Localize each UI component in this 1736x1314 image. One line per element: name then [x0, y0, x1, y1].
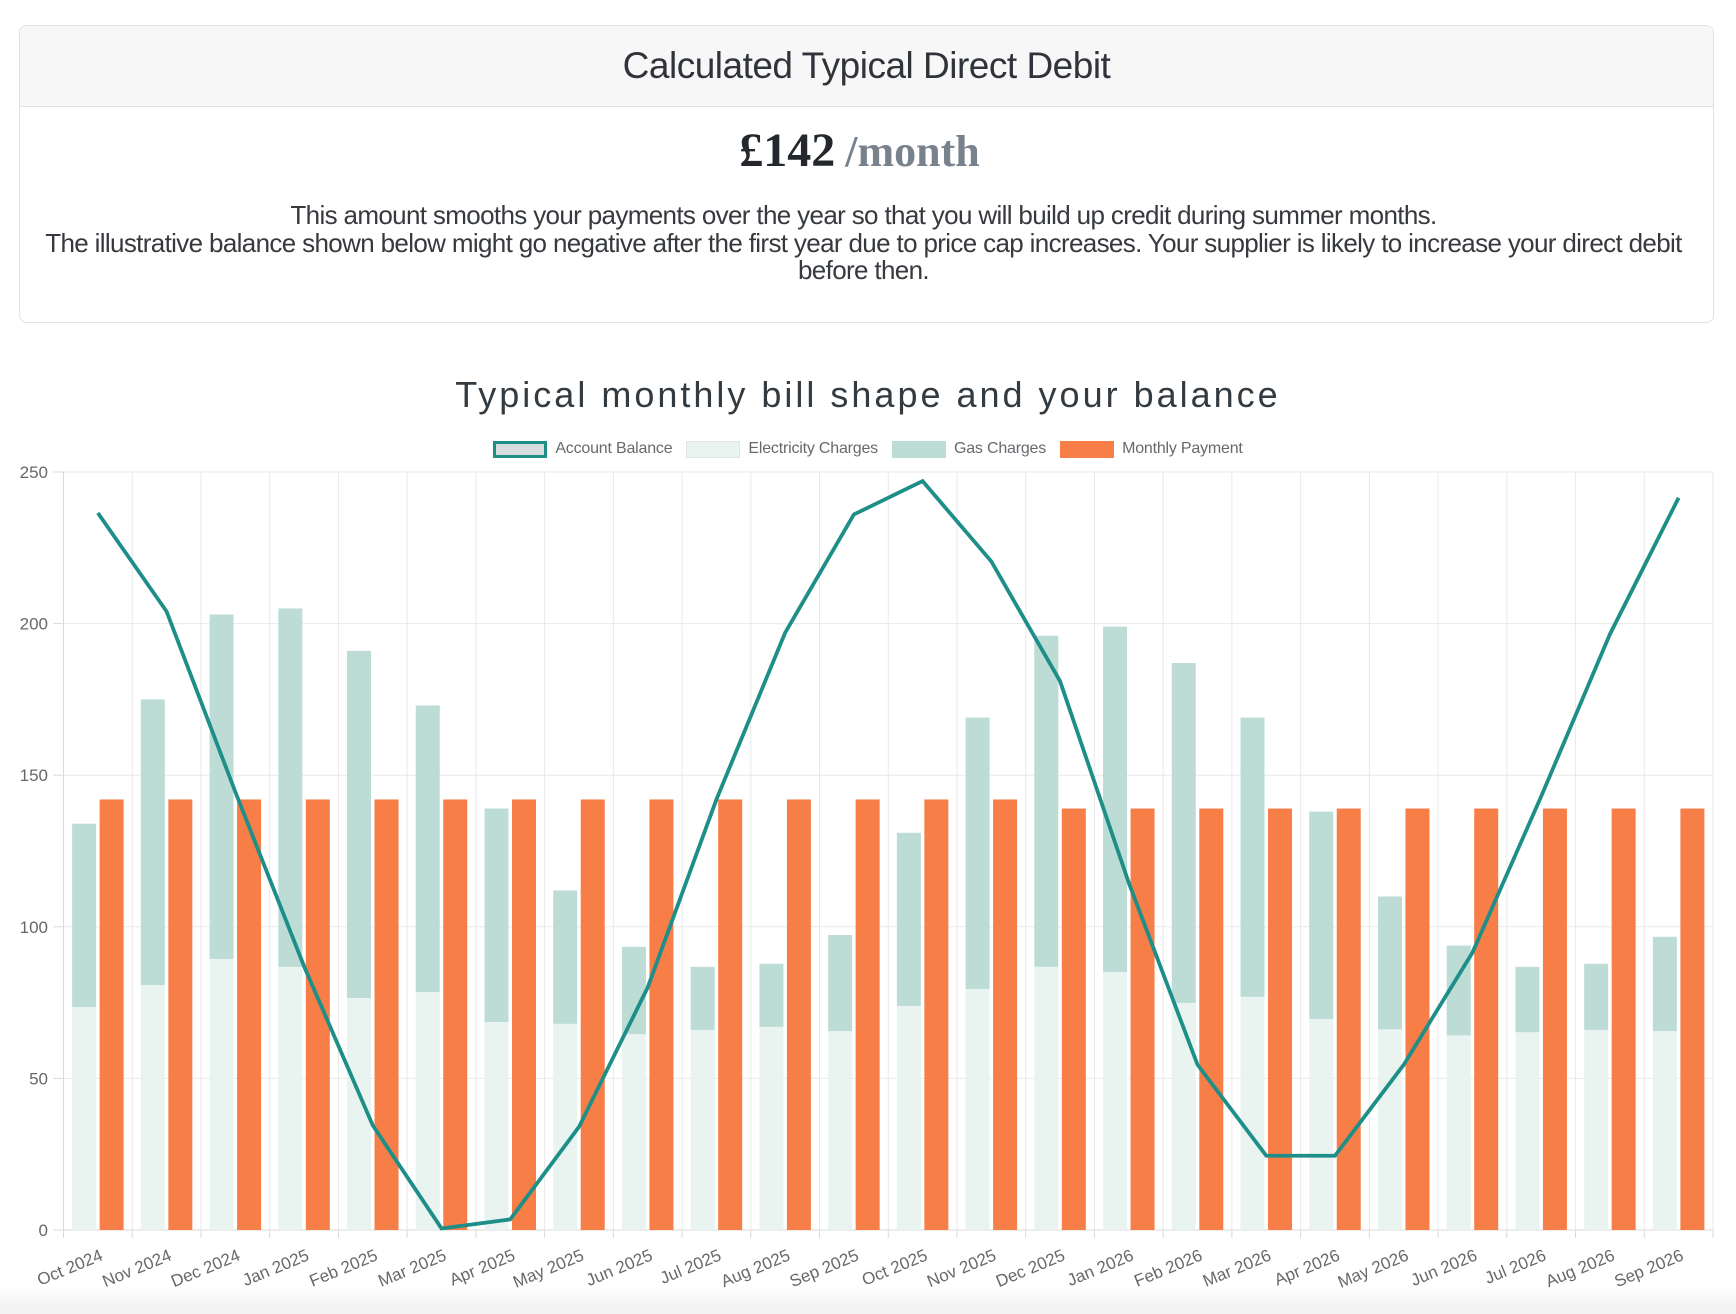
- svg-text:Jun 2026: Jun 2026: [1408, 1246, 1480, 1290]
- svg-text:Mar 2026: Mar 2026: [1200, 1246, 1274, 1291]
- svg-text:May 2025: May 2025: [510, 1246, 586, 1292]
- svg-text:0: 0: [39, 1221, 48, 1240]
- svg-text:Dec 2025: Dec 2025: [993, 1246, 1068, 1291]
- svg-text:May 2026: May 2026: [1335, 1246, 1411, 1292]
- svg-text:Jan 2026: Jan 2026: [1064, 1246, 1136, 1290]
- svg-text:100: 100: [20, 918, 48, 937]
- svg-text:Aug 2026: Aug 2026: [1543, 1246, 1618, 1291]
- svg-text:Oct 2024: Oct 2024: [34, 1246, 105, 1290]
- svg-text:50: 50: [29, 1069, 48, 1088]
- svg-text:Apr 2026: Apr 2026: [1272, 1246, 1343, 1290]
- svg-text:Sep 2026: Sep 2026: [1612, 1246, 1687, 1291]
- svg-text:Jul 2025: Jul 2025: [657, 1246, 724, 1288]
- svg-text:Feb 2026: Feb 2026: [1131, 1246, 1205, 1291]
- svg-text:Jun 2025: Jun 2025: [583, 1246, 655, 1290]
- svg-text:Sep 2025: Sep 2025: [787, 1246, 862, 1291]
- svg-text:Aug 2025: Aug 2025: [718, 1246, 793, 1291]
- svg-text:Dec 2024: Dec 2024: [168, 1246, 243, 1291]
- svg-text:Jul 2026: Jul 2026: [1482, 1246, 1549, 1288]
- svg-text:Jan 2025: Jan 2025: [240, 1246, 312, 1290]
- svg-text:Nov 2025: Nov 2025: [924, 1246, 999, 1291]
- svg-text:250: 250: [20, 463, 48, 482]
- svg-text:Apr 2025: Apr 2025: [447, 1246, 518, 1290]
- svg-text:Mar 2025: Mar 2025: [375, 1246, 449, 1291]
- svg-text:200: 200: [20, 615, 48, 634]
- svg-text:Oct 2025: Oct 2025: [859, 1246, 930, 1290]
- svg-text:Nov 2024: Nov 2024: [100, 1246, 175, 1291]
- svg-text:Feb 2025: Feb 2025: [307, 1246, 381, 1291]
- svg-text:150: 150: [20, 766, 48, 785]
